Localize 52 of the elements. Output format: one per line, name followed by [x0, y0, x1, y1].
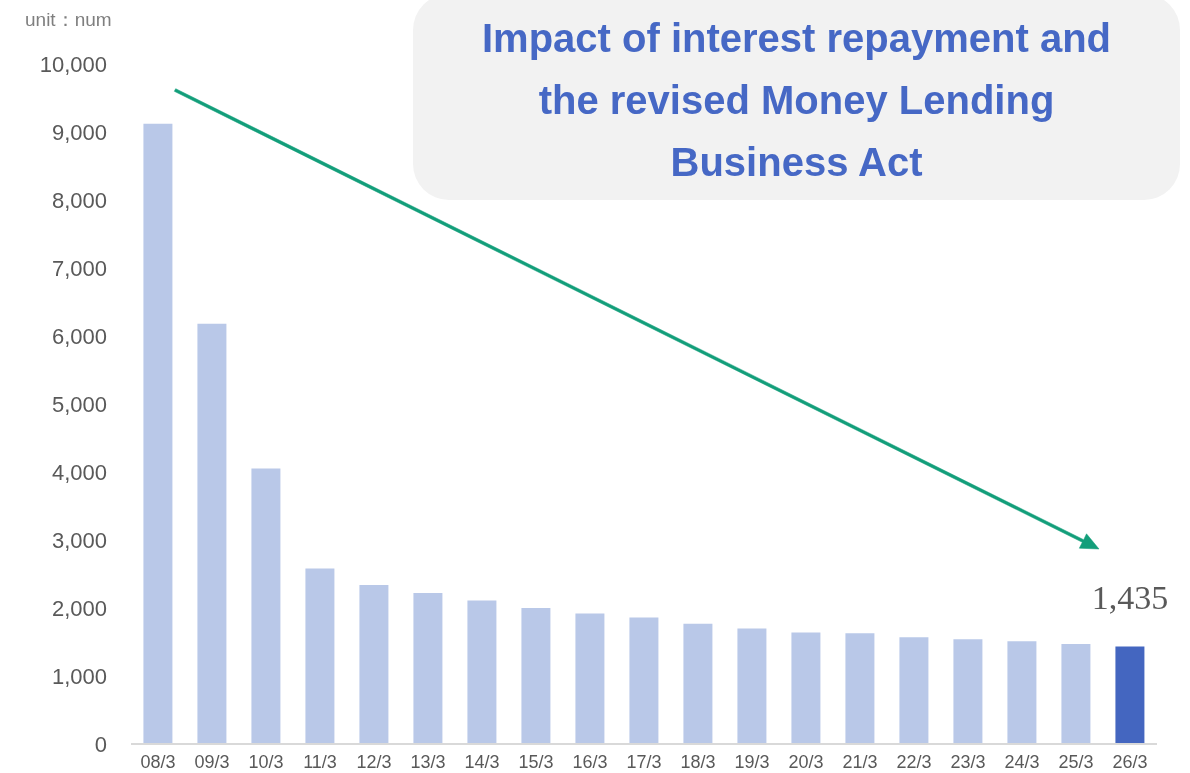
y-tick-label: 1,000	[51, 663, 107, 689]
bar	[683, 623, 713, 744]
bar	[467, 600, 497, 744]
bar	[737, 628, 767, 744]
x-tick-label: 17/3	[626, 752, 662, 773]
x-tick-label: 12/3	[356, 752, 392, 773]
bar	[413, 593, 443, 744]
bar	[1007, 641, 1037, 744]
bar	[899, 637, 929, 744]
x-tick-label: 25/3	[1058, 752, 1094, 773]
y-tick-label: 4,000	[51, 459, 107, 485]
x-tick-label: 19/3	[734, 752, 770, 773]
x-tick-label: 20/3	[788, 752, 824, 773]
y-tick-label: 5,000	[51, 391, 107, 417]
y-tick-label: 10,000	[39, 51, 107, 77]
bar	[1115, 646, 1145, 744]
bar	[359, 584, 389, 744]
x-tick-label: 24/3	[1004, 752, 1040, 773]
x-tick-label: 14/3	[464, 752, 500, 773]
bar	[1061, 644, 1091, 744]
x-tick-label: 15/3	[518, 752, 554, 773]
bar	[521, 608, 551, 744]
y-tick-label: 9,000	[51, 119, 107, 145]
x-tick-label: 10/3	[248, 752, 284, 773]
x-tick-label: 22/3	[896, 752, 932, 773]
y-tick-label: 6,000	[51, 323, 107, 349]
y-axis-title: unit：num	[25, 8, 112, 32]
x-tick-label: 18/3	[680, 752, 716, 773]
bar	[791, 632, 821, 744]
x-tick-label: 08/3	[140, 752, 176, 773]
bar	[629, 617, 659, 744]
bar	[305, 568, 335, 744]
bar	[953, 639, 983, 744]
bar	[251, 468, 281, 744]
x-tick-label: 16/3	[572, 752, 608, 773]
y-tick-label: 2,000	[51, 595, 107, 621]
bar	[575, 613, 605, 744]
bar	[845, 633, 875, 744]
y-tick-label: 0	[94, 731, 107, 757]
x-tick-label: 23/3	[950, 752, 986, 773]
x-tick-label: 09/3	[194, 752, 230, 773]
x-tick-label: 21/3	[842, 752, 878, 773]
data-label: 1,435	[1091, 579, 1169, 617]
y-tick-label: 3,000	[51, 527, 107, 553]
bar	[143, 123, 173, 744]
y-tick-label: 8,000	[51, 187, 107, 213]
x-tick-label: 13/3	[410, 752, 446, 773]
x-tick-label: 26/3	[1112, 752, 1148, 773]
y-tick-label: 7,000	[51, 255, 107, 281]
x-tick-label: 11/3	[303, 752, 337, 773]
chart-title: Impact of interest repayment and the revised Money Lending Business Act	[480, 15, 1112, 186]
bar	[197, 323, 227, 744]
